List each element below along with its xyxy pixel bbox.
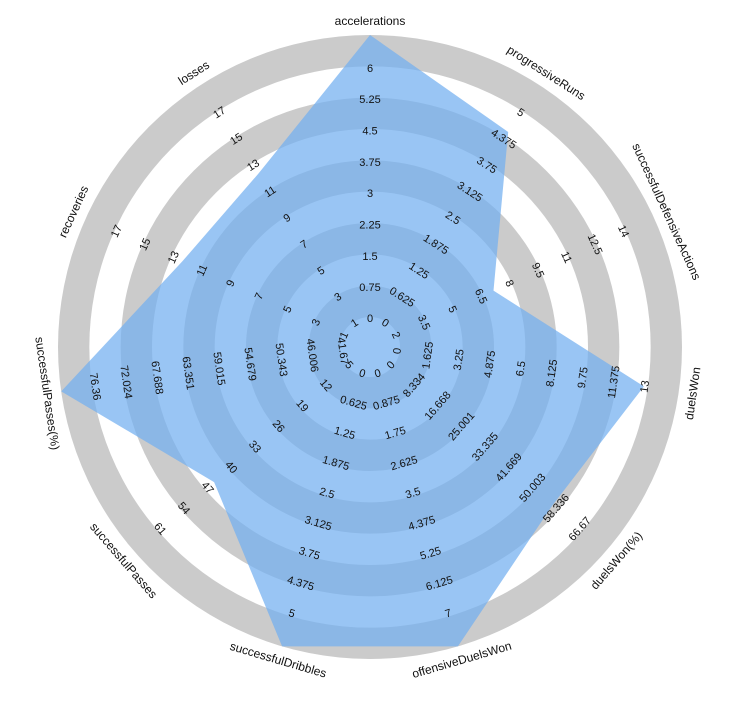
tick-label: 5	[287, 607, 296, 620]
tick-label: 14	[615, 223, 631, 239]
tick-label: 3	[332, 291, 344, 304]
tick-label: 13	[166, 249, 182, 265]
data-area	[61, 35, 644, 647]
tick-label: 9	[282, 212, 294, 225]
tick-label: 7	[253, 291, 266, 302]
tick-label: 5	[515, 106, 527, 119]
tick-label: 11	[195, 263, 211, 278]
tick-label: 7	[444, 607, 453, 620]
tick-label: 11.375	[606, 365, 623, 399]
tick-label: 0	[357, 367, 366, 380]
tick-label: 3.75	[359, 157, 380, 169]
tick-label: 11	[558, 250, 574, 265]
tick-label: 67.688	[148, 360, 165, 395]
tick-label: 3	[310, 317, 323, 328]
tick-label: 72.024	[117, 365, 134, 400]
tick-label: 3.25	[452, 348, 467, 371]
axis-label: duelsWon	[682, 366, 703, 421]
tick-label: 1.75	[383, 425, 407, 443]
tick-label: 4.875	[482, 350, 498, 379]
tick-label: 50.343	[272, 342, 289, 377]
tick-label: 1.25	[333, 425, 357, 443]
tick-label: 11	[262, 184, 278, 200]
tick-label: 3.75	[297, 545, 321, 563]
tick-label: 3	[367, 188, 373, 200]
tick-label: 5	[445, 304, 458, 315]
tick-label: 4.5	[362, 126, 377, 138]
tick-label: 9.5	[529, 261, 546, 280]
tick-label: 6	[367, 63, 373, 75]
tick-label: 7	[298, 238, 310, 251]
tick-label: 41.67	[334, 337, 350, 366]
tick-label: 8.125	[544, 359, 560, 388]
tick-label: 9	[224, 278, 237, 289]
tick-label: 63.351	[179, 356, 196, 391]
tick-label: 0.75	[359, 282, 380, 294]
tick-label: 8	[502, 278, 515, 289]
tick-label: 5	[315, 264, 327, 277]
tick-label: 5.25	[419, 545, 443, 563]
tick-label: 2	[389, 330, 402, 341]
tick-label: 46.006	[303, 338, 320, 373]
tick-label: 76.36	[87, 372, 103, 401]
tick-label: 17	[109, 223, 125, 239]
tick-label: 2.25	[359, 220, 380, 232]
tick-label: 0	[373, 367, 382, 380]
tick-label: 1	[338, 330, 351, 341]
tick-label: 54.679	[241, 347, 258, 382]
tick-label: 0	[391, 347, 404, 355]
tick-label: 1.625	[420, 341, 436, 370]
axis-label: accelerations	[335, 14, 406, 28]
tick-label: 17	[211, 105, 228, 122]
tick-label: 0	[367, 313, 373, 325]
tick-label: 0	[379, 317, 391, 330]
tick-label: 5	[281, 304, 294, 315]
tick-label: 6.5	[514, 360, 528, 377]
tick-label: 13	[245, 157, 262, 174]
tick-label: 9.75	[576, 366, 591, 389]
tick-label: 1	[349, 317, 361, 330]
tick-label: 6.5	[472, 287, 489, 306]
tick-label: 15	[228, 131, 245, 148]
tick-label: 15	[137, 236, 153, 252]
axis-label: successfulPasses(%)	[32, 336, 62, 451]
tick-label: 59.015	[210, 351, 227, 386]
tick-label: 2.5	[318, 486, 336, 502]
data-polygon	[61, 35, 644, 647]
tick-label: 3.5	[404, 486, 422, 502]
tick-label: 5.25	[359, 94, 380, 106]
tick-label: 3.5	[415, 313, 432, 332]
tick-label: 1.5	[362, 251, 377, 263]
tick-label: 13	[638, 380, 652, 394]
